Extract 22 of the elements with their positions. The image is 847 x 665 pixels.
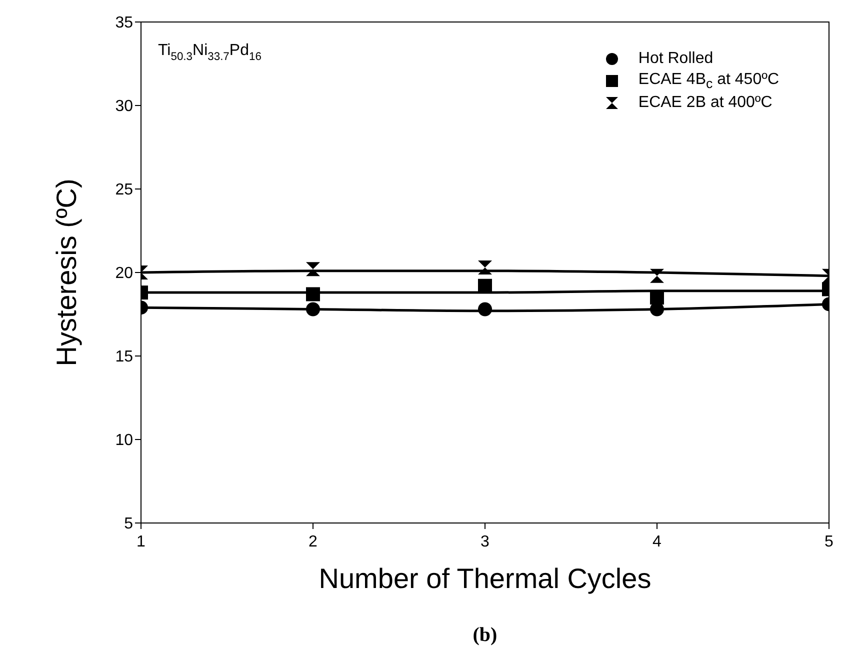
x-tick-label: 5 — [824, 533, 834, 550]
y-tick-label: 35 — [115, 14, 134, 32]
x-tick-label: 2 — [308, 533, 318, 550]
text: (b) — [472, 624, 498, 646]
legend-label: ECAE 4B$_{c}$ at 450ºC — [638, 70, 779, 92]
y-tick-label: 5 — [124, 516, 134, 533]
legend-label: Hot Rolled — [638, 50, 714, 68]
y-tick-label: 15 — [115, 348, 134, 366]
point — [478, 260, 492, 274]
y-tick-label: 10 — [115, 432, 134, 450]
x-tick-label: 1 — [136, 533, 146, 550]
x-tick-label: 4 — [652, 533, 662, 550]
annotation: Ti$_{50.3}$Ni$_{33.7}$Pd$_{16}$ — [158, 42, 262, 63]
point — [478, 302, 492, 316]
legend-label: ECAE 2B at 400ºC — [638, 94, 772, 112]
y-tick-label: 20 — [115, 265, 134, 282]
y-tick-label: 30 — [115, 98, 134, 116]
point — [478, 278, 492, 293]
y-axis-title: Hysteresis (ºC) — [50, 178, 82, 366]
x-axis-title: Number of Thermal Cycles — [318, 563, 652, 594]
y-tick-label: 25 — [115, 182, 134, 199]
x-tick-label: 3 — [480, 533, 490, 550]
